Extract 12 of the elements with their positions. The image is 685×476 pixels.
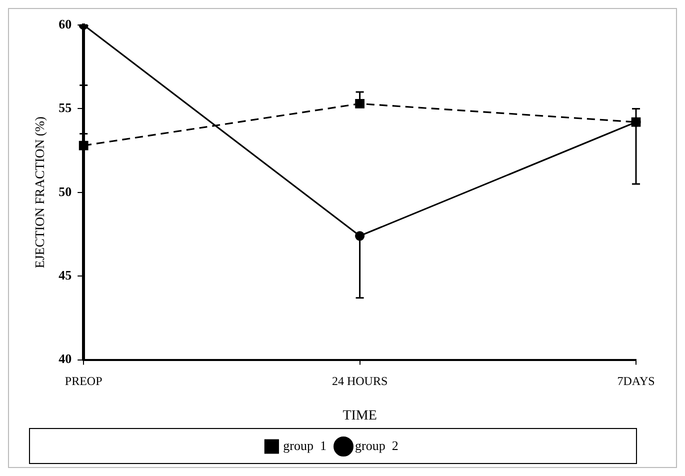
x-axis-title: TIME <box>342 408 377 424</box>
legend-label: group 2 <box>355 438 398 453</box>
x-tick-label: 24 HOURS <box>332 374 388 388</box>
y-tick-label: 60 <box>58 16 72 32</box>
y-tick-label: 45 <box>58 267 72 282</box>
legend-label: group 1 <box>283 438 327 453</box>
x-tick-label: 7DAYS <box>617 374 655 388</box>
x-tick-label: PREOP <box>64 374 103 388</box>
y-tick-label: 50 <box>58 184 72 199</box>
y-tick-label: 40 <box>58 351 72 366</box>
y-axis-title: EJECTION FRACTION (%) <box>32 116 48 268</box>
y-tick-label: 55 <box>58 100 72 116</box>
